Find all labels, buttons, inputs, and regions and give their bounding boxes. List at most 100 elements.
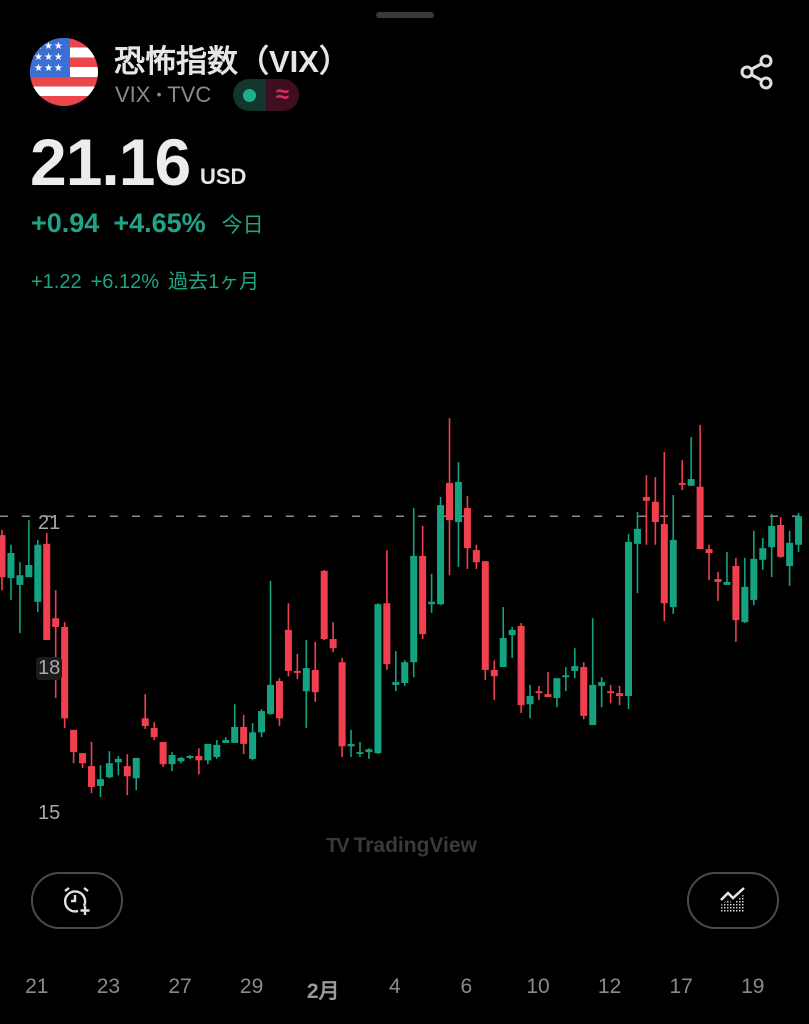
candle-body xyxy=(741,586,749,623)
candle xyxy=(267,581,274,715)
candle xyxy=(43,533,51,640)
candle xyxy=(687,437,695,486)
candle xyxy=(365,748,373,759)
candle xyxy=(669,495,677,614)
candle-body xyxy=(293,670,301,673)
candle xyxy=(553,678,561,708)
candle xyxy=(786,530,794,586)
candle xyxy=(598,677,606,708)
candle xyxy=(79,753,87,769)
candle-body xyxy=(732,566,740,621)
candle xyxy=(490,660,498,700)
candle xyxy=(96,765,104,798)
candle-body xyxy=(786,542,794,567)
candle xyxy=(535,685,543,700)
candle-body xyxy=(714,579,722,582)
candle xyxy=(580,662,588,720)
candle-body xyxy=(723,581,731,585)
candle-body xyxy=(463,508,471,549)
x-tick-label: 23 xyxy=(96,975,121,998)
candle xyxy=(392,651,400,692)
x-tick-label: 27 xyxy=(168,975,192,998)
candle-body xyxy=(446,482,453,521)
candle xyxy=(410,508,418,678)
tradingview-watermark: TV TradingView xyxy=(326,834,477,857)
candle xyxy=(660,451,668,622)
chart-type-button[interactable] xyxy=(687,872,779,929)
y-tick-21: 21 xyxy=(38,512,61,534)
candle xyxy=(625,534,632,710)
candle xyxy=(275,678,283,727)
add-alert-button[interactable] xyxy=(31,872,123,929)
candle xyxy=(383,550,391,670)
candle-body xyxy=(678,482,686,485)
candle xyxy=(463,495,471,569)
candle-body xyxy=(249,732,257,759)
candle xyxy=(517,623,525,713)
candle-body xyxy=(392,682,400,685)
candle xyxy=(302,639,310,728)
approx-icon: ≈ xyxy=(266,79,299,111)
x-tick-label: 21 xyxy=(25,975,49,998)
candle-body xyxy=(777,524,785,557)
month-change: +1.22 +6.12% 過去1ヶ月 xyxy=(31,265,268,294)
candle xyxy=(642,475,650,545)
x-tick-label: 2月 xyxy=(306,980,340,1003)
candle-body xyxy=(34,544,42,602)
sheet-drag-handle[interactable] xyxy=(376,12,434,18)
separator: • xyxy=(156,86,162,102)
candle-body xyxy=(750,558,758,600)
candle-body xyxy=(562,675,570,678)
area-chart-icon xyxy=(720,886,745,913)
candle-body xyxy=(580,667,588,716)
candle xyxy=(768,513,776,578)
candle-body xyxy=(114,758,122,763)
candle-body xyxy=(275,681,283,719)
candle xyxy=(428,573,436,613)
share-icon[interactable] xyxy=(738,52,778,92)
candle xyxy=(258,709,266,738)
candle-body xyxy=(123,766,131,777)
candle-body xyxy=(660,524,668,604)
us-flag-icon: ★★★ ★★★ ★★★ xyxy=(30,38,98,106)
candle xyxy=(481,561,489,681)
candle-body xyxy=(168,755,176,765)
candle-body xyxy=(258,711,266,733)
change-month: +1.22 xyxy=(31,271,82,293)
candle xyxy=(589,618,597,726)
today-label: 今日 xyxy=(221,214,264,237)
tradingview-logo-icon: TV xyxy=(326,835,350,857)
candle xyxy=(204,743,212,765)
candle-body xyxy=(213,744,221,757)
candle-body xyxy=(16,575,24,585)
candle-body xyxy=(535,691,543,694)
candle xyxy=(732,557,740,642)
candle-body xyxy=(186,755,194,758)
x-tick-label: 12 xyxy=(597,975,622,998)
candle xyxy=(168,752,176,771)
candle-body xyxy=(589,684,597,726)
candle xyxy=(34,539,42,612)
candle-body xyxy=(437,505,445,605)
candle xyxy=(195,748,203,775)
candle-body xyxy=(696,486,704,550)
candle-body xyxy=(132,757,140,779)
candle xyxy=(311,641,319,702)
candle xyxy=(213,740,221,759)
candle-body xyxy=(508,629,516,636)
candle xyxy=(562,667,570,692)
candle-body xyxy=(383,603,391,665)
candle-body xyxy=(428,601,436,605)
today-change: +0.94 +4.65% 今日 xyxy=(31,208,278,239)
candle xyxy=(508,626,516,658)
candle xyxy=(526,684,534,719)
candle-body xyxy=(651,501,659,523)
candle-body xyxy=(43,543,51,640)
market-status-badge[interactable]: ≈ xyxy=(233,79,299,111)
candle-body xyxy=(365,749,373,753)
candle-body xyxy=(177,757,185,762)
candle xyxy=(750,530,758,606)
candle xyxy=(678,460,686,491)
candle-body xyxy=(311,669,319,693)
